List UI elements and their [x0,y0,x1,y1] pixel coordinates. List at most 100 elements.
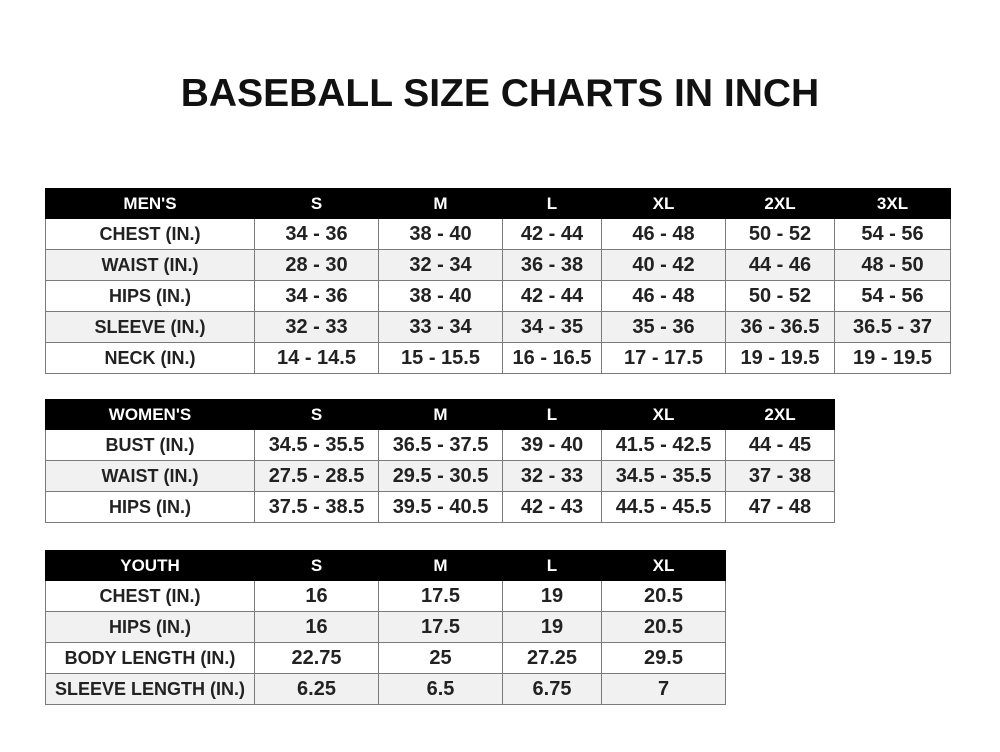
header-row: MEN'S S M L XL 2XL 3XL [45,188,951,219]
size-header: XL [601,399,726,430]
table-row: BODY LENGTH (IN.) 22.75 25 27.25 29.5 [45,642,726,674]
size-value: 19 - 19.5 [725,342,835,374]
table-row: HIPS (IN.) 16 17.5 19 20.5 [45,611,726,643]
womens-size-table: WOMEN'S S M L XL 2XL BUST (IN.) 34.5 - 35.5 36.5… [45,399,835,523]
size-header: 2XL [725,399,835,430]
size-value: 7 [601,673,726,705]
measurement-label: BUST (IN.) [45,429,255,461]
size-value: 29.5 [601,642,726,674]
size-value: 34 - 36 [254,218,379,250]
size-value: 20.5 [601,611,726,643]
size-value: 6.75 [502,673,602,705]
measurement-label: WAIST (IN.) [45,249,255,281]
table-category-header: MEN'S [45,188,255,219]
size-value: 44.5 - 45.5 [601,491,726,523]
size-header: M [378,188,503,219]
size-header: M [378,550,503,581]
size-value: 6.5 [378,673,503,705]
measurement-label: NECK (IN.) [45,342,255,374]
measurement-label: CHEST (IN.) [45,218,255,250]
table-row: NECK (IN.) 14 - 14.5 15 - 15.5 16 - 16.5 17 … [45,342,951,374]
size-value: 16 [254,611,379,643]
size-header: 3XL [834,188,951,219]
table-row: SLEEVE LENGTH (IN.) 6.25 6.5 6.75 7 [45,673,726,705]
measurement-label: CHEST (IN.) [45,580,255,612]
measurement-label: HIPS (IN.) [45,491,255,523]
size-header: XL [601,188,726,219]
size-value: 48 - 50 [834,249,951,281]
size-value: 33 - 34 [378,311,503,343]
table-category-header: WOMEN'S [45,399,255,430]
size-value: 42 - 43 [502,491,602,523]
size-header: 2XL [725,188,835,219]
size-value: 36 - 36.5 [725,311,835,343]
size-value: 38 - 40 [378,280,503,312]
size-value: 22.75 [254,642,379,674]
measurement-label: SLEEVE (IN.) [45,311,255,343]
size-header: S [254,550,379,581]
header-row: WOMEN'S S M L XL 2XL [45,399,835,430]
measurement-label: HIPS (IN.) [45,611,255,643]
size-header: L [502,399,602,430]
size-value: 32 - 33 [254,311,379,343]
size-value: 34 - 36 [254,280,379,312]
size-value: 19 [502,580,602,612]
table-row: WAIST (IN.) 27.5 - 28.5 29.5 - 30.5 32 - 33… [45,460,835,492]
size-value: 37.5 - 38.5 [254,491,379,523]
size-value: 40 - 42 [601,249,726,281]
size-value: 15 - 15.5 [378,342,503,374]
size-value: 54 - 56 [834,280,951,312]
measurement-label: WAIST (IN.) [45,460,255,492]
table-row: CHEST (IN.) 16 17.5 19 20.5 [45,580,726,612]
size-value: 39 - 40 [502,429,602,461]
size-value: 46 - 48 [601,218,726,250]
table-category-header: YOUTH [45,550,255,581]
size-value: 50 - 52 [725,218,835,250]
size-value: 44 - 45 [725,429,835,461]
size-value: 32 - 34 [378,249,503,281]
size-value: 25 [378,642,503,674]
size-value: 14 - 14.5 [254,342,379,374]
size-value: 19 [502,611,602,643]
measurement-label: SLEEVE LENGTH (IN.) [45,673,255,705]
header-row: YOUTH S M L XL [45,550,726,581]
size-value: 17 - 17.5 [601,342,726,374]
size-value: 17.5 [378,611,503,643]
size-value: 29.5 - 30.5 [378,460,503,492]
size-value: 38 - 40 [378,218,503,250]
size-value: 19 - 19.5 [834,342,951,374]
table-row: CHEST (IN.) 34 - 36 38 - 40 42 - 44 46 - 48 5… [45,218,951,250]
size-header: L [502,550,602,581]
size-value: 27.5 - 28.5 [254,460,379,492]
size-value: 17.5 [378,580,503,612]
measurement-label: HIPS (IN.) [45,280,255,312]
size-value: 35 - 36 [601,311,726,343]
size-value: 36.5 - 37 [834,311,951,343]
size-value: 47 - 48 [725,491,835,523]
size-value: 42 - 44 [502,280,602,312]
size-value: 41.5 - 42.5 [601,429,726,461]
size-value: 34.5 - 35.5 [601,460,726,492]
size-header: XL [601,550,726,581]
size-value: 54 - 56 [834,218,951,250]
size-header: S [254,399,379,430]
table-row: HIPS (IN.) 34 - 36 38 - 40 42 - 44 46 - 48 50… [45,280,951,312]
size-value: 44 - 46 [725,249,835,281]
size-value: 46 - 48 [601,280,726,312]
measurement-label: BODY LENGTH (IN.) [45,642,255,674]
table-row: WAIST (IN.) 28 - 30 32 - 34 36 - 38 40 - 42 4… [45,249,951,281]
size-value: 34 - 35 [502,311,602,343]
size-value: 39.5 - 40.5 [378,491,503,523]
size-value: 37 - 38 [725,460,835,492]
size-value: 20.5 [601,580,726,612]
size-value: 34.5 - 35.5 [254,429,379,461]
size-header: L [502,188,602,219]
youth-size-table: YOUTH S M L XL CHEST (IN.) 16 17.5 19 20.5 HIPS (I… [45,550,726,705]
size-value: 50 - 52 [725,280,835,312]
size-value: 36.5 - 37.5 [378,429,503,461]
size-value: 16 - 16.5 [502,342,602,374]
page-title: BASEBALL SIZE CHARTS IN INCH [180,72,820,115]
table-row: HIPS (IN.) 37.5 - 38.5 39.5 - 40.5 42 - 43 4… [45,491,835,523]
size-header: S [254,188,379,219]
mens-size-table: MEN'S S M L XL 2XL 3XL CHEST (IN.) 34 - 36 38 - 4… [45,188,951,374]
